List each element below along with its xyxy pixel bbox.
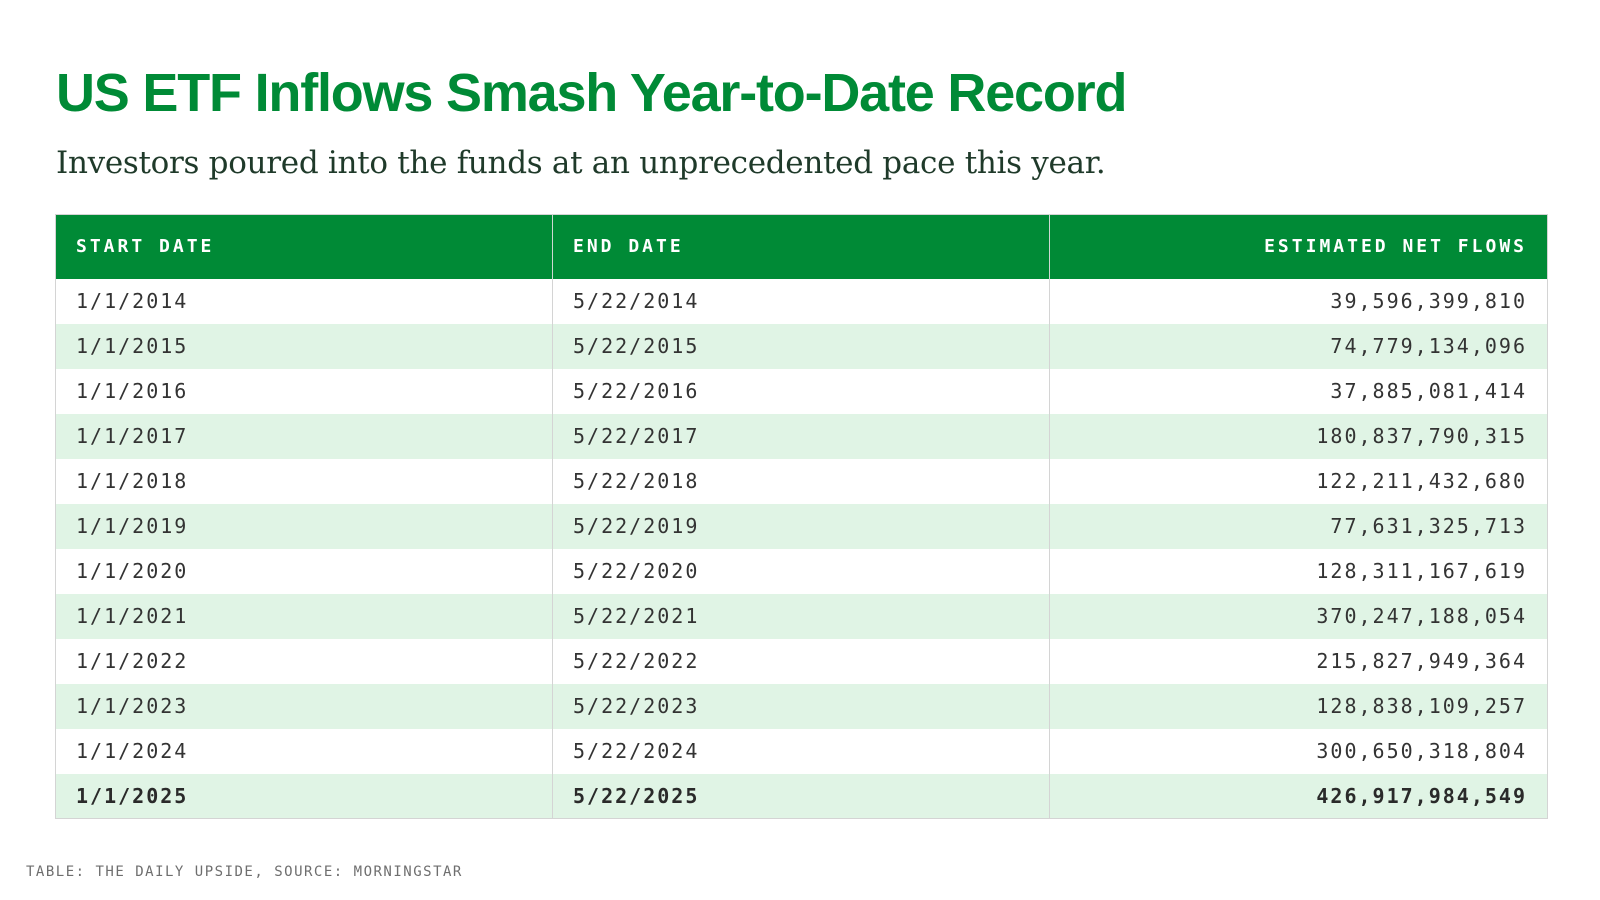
start-date-cell: 1/1/2015 [76, 334, 189, 358]
net-flows-cell: 122,211,432,680 [1049, 458, 1548, 504]
start-date-cell: 1/1/2025 [76, 783, 189, 808]
net-flows-cell: 180,837,790,315 [1049, 413, 1548, 459]
end-date-cell: 5/22/2022 [552, 638, 1050, 684]
net-flows-cell: 370,247,188,054 [1049, 593, 1548, 639]
table-row: 1/1/2025 5/22/2025 426,917,984,549 [55, 773, 1548, 819]
source-note: TABLE: THE DAILY UPSIDE, SOURCE: MORNING… [26, 864, 463, 880]
table-row: 1/1/2017 5/22/2017 180,837,790,315 [55, 413, 1548, 459]
page-subtitle: Investors poured into the funds at an un… [56, 145, 1106, 181]
net-flows-cell: 128,311,167,619 [1049, 548, 1548, 594]
table-row: 1/1/2014 5/22/2014 39,596,399,810 [55, 278, 1548, 324]
end-date-cell: 5/22/2023 [552, 683, 1050, 729]
start-date-cell: 1/1/2024 [76, 739, 189, 763]
end-date-cell: 5/22/2020 [552, 548, 1050, 594]
end-date-cell: 5/22/2016 [552, 368, 1050, 414]
net-flows-table: START DATE END DATE ESTIMATED NET FLOWS … [55, 214, 1548, 819]
end-date-cell: 5/22/2024 [552, 728, 1050, 774]
end-date-cell: 5/22/2018 [552, 458, 1050, 504]
start-date-cell: 1/1/2017 [76, 424, 189, 448]
table-row: 1/1/2018 5/22/2018 122,211,432,680 [55, 458, 1548, 504]
column-header-end-date: END DATE [552, 214, 1050, 279]
end-date-cell: 5/22/2017 [552, 413, 1050, 459]
header-row: START DATE END DATE ESTIMATED NET FLOWS [55, 214, 1548, 279]
start-date-cell: 1/1/2018 [76, 469, 189, 493]
end-date-cell: 5/22/2015 [552, 323, 1050, 369]
start-date-cell: 1/1/2016 [76, 379, 189, 403]
net-flows-cell: 215,827,949,364 [1049, 638, 1548, 684]
net-flows-cell: 77,631,325,713 [1049, 503, 1548, 549]
end-date-cell: 5/22/2019 [552, 503, 1050, 549]
start-date-cell: 1/1/2022 [76, 649, 189, 673]
start-date-cell: 1/1/2021 [76, 604, 189, 628]
column-header-start-date: START DATE [76, 236, 215, 258]
end-date-cell: 5/22/2014 [552, 278, 1050, 324]
table-row: 1/1/2021 5/22/2021 370,247,188,054 [55, 593, 1548, 639]
start-date-cell: 1/1/2020 [76, 559, 189, 583]
table-body: 1/1/2014 5/22/2014 39,596,399,810 1/1/2015 5… [55, 278, 1548, 819]
start-date-cell: 1/1/2023 [76, 694, 189, 718]
column-header-estimated-net-flows: ESTIMATED NET FLOWS [1049, 214, 1548, 279]
table-container: START DATE END DATE ESTIMATED NET FLOWS … [55, 214, 1548, 819]
net-flows-cell: 37,885,081,414 [1049, 368, 1548, 414]
page-title: US ETF Inflows Smash Year-to-Date Record [56, 63, 1127, 123]
table-row: 1/1/2022 5/22/2022 215,827,949,364 [55, 638, 1548, 684]
net-flows-cell: 128,838,109,257 [1049, 683, 1548, 729]
start-date-cell: 1/1/2019 [76, 514, 189, 538]
end-date-cell: 5/22/2021 [552, 593, 1050, 639]
end-date-cell: 5/22/2025 [552, 773, 1050, 819]
start-date-cell: 1/1/2014 [76, 289, 189, 313]
table-row: 1/1/2016 5/22/2016 37,885,081,414 [55, 368, 1548, 414]
table-row: 1/1/2015 5/22/2015 74,779,134,096 [55, 323, 1548, 369]
table-row: 1/1/2023 5/22/2023 128,838,109,257 [55, 683, 1548, 729]
table-row: 1/1/2020 5/22/2020 128,311,167,619 [55, 548, 1548, 594]
net-flows-cell: 39,596,399,810 [1049, 278, 1548, 324]
net-flows-cell: 426,917,984,549 [1049, 773, 1548, 819]
table-row: 1/1/2024 5/22/2024 300,650,318,804 [55, 728, 1548, 774]
table-header: START DATE END DATE ESTIMATED NET FLOWS [55, 214, 1548, 279]
net-flows-cell: 300,650,318,804 [1049, 728, 1548, 774]
table-row: 1/1/2019 5/22/2019 77,631,325,713 [55, 503, 1548, 549]
net-flows-cell: 74,779,134,096 [1049, 323, 1548, 369]
